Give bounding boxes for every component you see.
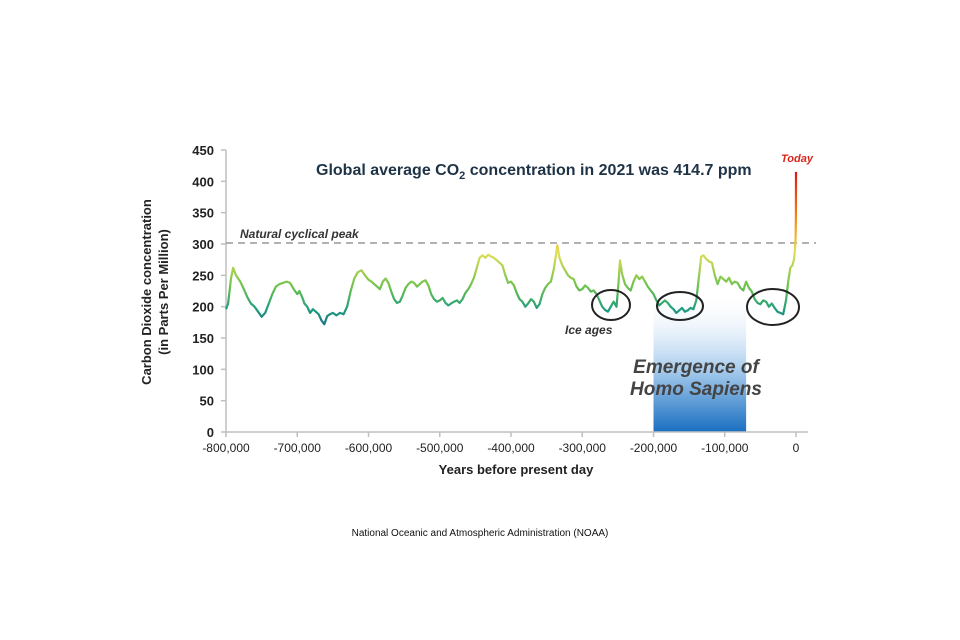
y-axis-label-line1: Carbon Dioxide concentration <box>139 199 154 385</box>
ice-age-circle-1 <box>591 289 631 321</box>
x-tick-label: -800,000 <box>202 441 250 455</box>
y-tick-label: 100 <box>192 362 214 377</box>
source-credit: National Oceanic and Atmospheric Adminis… <box>351 528 609 539</box>
chart-title-subscript: 2 <box>459 170 465 182</box>
y-tick-label: 300 <box>192 237 214 252</box>
x-tick-label: -200,000 <box>630 441 678 455</box>
x-tick-label: -600,000 <box>345 441 393 455</box>
x-tick-label: -100,000 <box>701 441 749 455</box>
x-tick-label: -500,000 <box>416 441 464 455</box>
y-tick-label: 0 <box>207 425 214 440</box>
y-axis: 0 50 100 150 200 250 300 350 400 450 <box>192 143 227 440</box>
x-tick-label: -400,000 <box>487 441 535 455</box>
chart-title-prefix: Global average CO <box>316 162 459 179</box>
x-tick-label: -300,000 <box>559 441 607 455</box>
ice-ages-label: Ice ages <box>565 323 613 337</box>
y-tick-label: 250 <box>192 268 214 283</box>
today-label: Today <box>781 153 814 165</box>
x-tick-label: 0 <box>793 441 800 455</box>
y-tick-label: 400 <box>192 174 214 189</box>
y-tick-label: 350 <box>192 206 214 221</box>
emergence-label-line2: Homo Sapiens <box>630 379 762 400</box>
homo-sapiens-band <box>653 292 747 432</box>
y-tick-label: 150 <box>192 331 214 346</box>
x-axis-label: Years before present day <box>439 462 594 477</box>
ice-age-circle-2 <box>656 291 704 321</box>
chart-title: Global average CO2 concentration in 2021… <box>316 162 752 182</box>
x-axis: -800,000 -700,000 -600,000 -500,000 -400,000… <box>202 431 808 455</box>
emergence-label-line1: Emergence of <box>633 357 760 378</box>
y-axis-label-line2: (in Parts Per Million) <box>156 229 171 355</box>
x-tick-label: -700,000 <box>274 441 322 455</box>
ice-age-circle-3 <box>746 288 800 326</box>
co2-series-line <box>224 171 798 326</box>
y-tick-label: 50 <box>200 394 214 409</box>
y-tick-label: 200 <box>192 300 214 315</box>
y-tick-label: 450 <box>192 143 214 158</box>
chart-title-suffix: concentration in 2021 was 414.7 ppm <box>465 162 751 179</box>
natural-peak-label: Natural cyclical peak <box>240 227 360 241</box>
